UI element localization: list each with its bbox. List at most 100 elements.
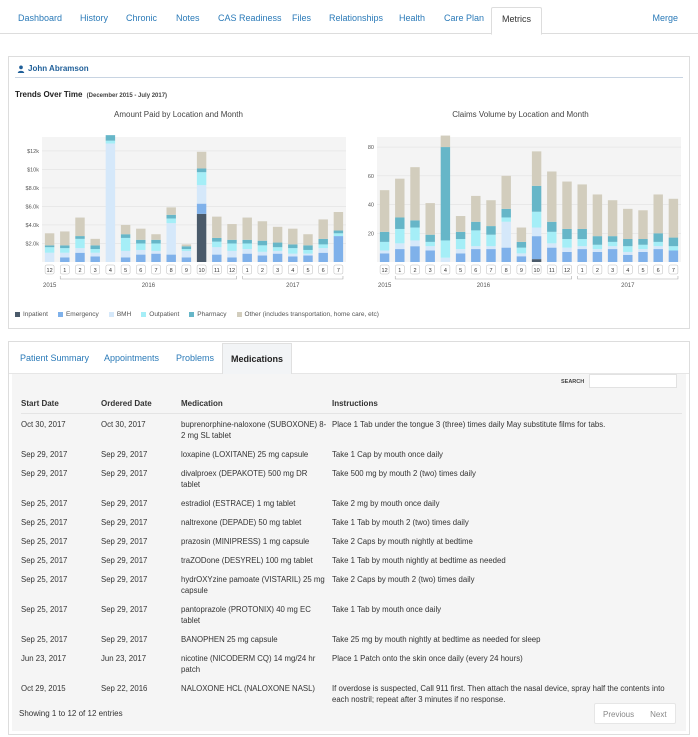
bar-segment[interactable] xyxy=(60,252,70,258)
bar-segment[interactable] xyxy=(425,234,435,242)
bar-segment[interactable] xyxy=(242,253,252,262)
bar-segment[interactable] xyxy=(44,252,55,262)
bar-segment[interactable] xyxy=(562,228,572,240)
bar-segment[interactable] xyxy=(668,237,679,247)
bar-segment[interactable] xyxy=(395,178,405,218)
bar-segment[interactable] xyxy=(501,175,511,209)
bar-segment[interactable] xyxy=(638,239,648,245)
bar-segment[interactable] xyxy=(410,220,420,228)
bar-segment[interactable] xyxy=(547,243,557,248)
bar-segment[interactable] xyxy=(607,200,618,237)
tab-history[interactable]: History xyxy=(80,13,109,23)
bar-segment[interactable] xyxy=(486,246,496,250)
bar-segment[interactable] xyxy=(303,249,313,254)
bar-segment[interactable] xyxy=(410,246,420,262)
bar-segment[interactable] xyxy=(288,228,298,245)
bar-segment[interactable] xyxy=(196,203,207,214)
bar-segment[interactable] xyxy=(531,185,542,212)
bar-segment[interactable] xyxy=(151,239,161,244)
bar-segment[interactable] xyxy=(607,236,618,242)
bar-segment[interactable] xyxy=(257,245,268,252)
bar-segment[interactable] xyxy=(181,244,192,247)
bar-segment[interactable] xyxy=(120,257,131,262)
bar-segment[interactable] xyxy=(257,221,268,241)
bar-segment[interactable] xyxy=(395,243,405,250)
tab-health[interactable]: Health xyxy=(399,13,426,23)
bar-segment[interactable] xyxy=(516,247,527,254)
bar-segment[interactable] xyxy=(592,244,603,250)
bar-segment[interactable] xyxy=(425,203,435,235)
bar-segment[interactable] xyxy=(668,250,679,262)
bar-segment[interactable] xyxy=(303,245,313,250)
bar-segment[interactable] xyxy=(471,195,481,222)
bar-segment[interactable] xyxy=(90,238,100,246)
bar-segment[interactable] xyxy=(212,247,222,255)
bar-segment[interactable] xyxy=(288,253,298,257)
bar-segment[interactable] xyxy=(531,259,542,262)
bar-segment[interactable] xyxy=(257,255,268,262)
bar-segment[interactable] xyxy=(136,228,146,240)
next-button[interactable]: Next xyxy=(650,710,667,719)
bar-segment[interactable] xyxy=(257,251,268,256)
bar-segment[interactable] xyxy=(577,184,587,229)
bar-segment[interactable] xyxy=(303,253,313,256)
legend-item[interactable]: Other (includes transportation, home car… xyxy=(236,311,379,318)
bar-segment[interactable] xyxy=(75,238,85,249)
bar-segment[interactable] xyxy=(440,240,451,258)
bar-segment[interactable] xyxy=(592,251,603,262)
bar-segment[interactable] xyxy=(379,241,390,251)
bar-segment[interactable] xyxy=(333,230,344,234)
bar-segment[interactable] xyxy=(668,246,679,251)
bar-segment[interactable] xyxy=(455,216,466,232)
bar-segment[interactable] xyxy=(120,250,131,258)
bar-segment[interactable] xyxy=(196,151,207,169)
bar-segment[interactable] xyxy=(577,228,587,240)
bar-segment[interactable] xyxy=(668,198,679,238)
bar-segment[interactable] xyxy=(318,252,328,262)
bar-segment[interactable] xyxy=(379,231,390,242)
bar-segment[interactable] xyxy=(471,249,481,262)
bar-segment[interactable] xyxy=(60,245,70,249)
bar-segment[interactable] xyxy=(181,249,192,251)
bar-segment[interactable] xyxy=(440,257,451,262)
col-medication[interactable]: Medication xyxy=(181,395,332,414)
bar-segment[interactable] xyxy=(425,241,435,247)
bar-segment[interactable] xyxy=(547,171,557,222)
bar-segment[interactable] xyxy=(653,194,663,234)
bar-segment[interactable] xyxy=(44,233,55,246)
bar-segment[interactable] xyxy=(577,249,587,262)
bar-segment[interactable] xyxy=(242,243,252,250)
bar-segment[interactable] xyxy=(455,249,466,254)
bar-segment[interactable] xyxy=(136,239,146,244)
bar-segment[interactable] xyxy=(75,236,85,239)
col-instructions[interactable]: Instructions xyxy=(332,395,682,414)
bar-segment[interactable] xyxy=(288,244,298,249)
bar-segment[interactable] xyxy=(166,254,176,262)
bar-segment[interactable] xyxy=(242,249,252,254)
bar-segment[interactable] xyxy=(471,230,481,247)
bar-segment[interactable] xyxy=(501,208,511,218)
bar-segment[interactable] xyxy=(531,227,542,237)
bar-segment[interactable] xyxy=(90,252,100,257)
bar-segment[interactable] xyxy=(531,211,542,228)
bar-segment[interactable] xyxy=(181,257,192,262)
bar-segment[interactable] xyxy=(303,234,313,246)
tab-dashboard[interactable]: Dashboard xyxy=(18,13,63,23)
bar-segment[interactable] xyxy=(75,217,85,237)
bar-segment[interactable] xyxy=(653,249,663,262)
legend-item[interactable]: Inpatient xyxy=(15,311,48,318)
bar-segment[interactable] xyxy=(242,239,252,244)
bar-segment[interactable] xyxy=(623,239,633,247)
bar-segment[interactable] xyxy=(166,207,176,215)
col-ordered-date[interactable]: Ordered Date xyxy=(101,395,181,414)
bar-segment[interactable] xyxy=(44,247,55,253)
bar-segment[interactable] xyxy=(136,249,146,255)
bar-segment[interactable] xyxy=(318,248,328,253)
bar-segment[interactable] xyxy=(516,241,527,248)
bar-segment[interactable] xyxy=(272,226,283,243)
bar-segment[interactable] xyxy=(440,147,451,241)
legend-item[interactable]: Outpatient xyxy=(141,311,179,318)
tab-problems[interactable]: Problems xyxy=(176,353,215,363)
bar-segment[interactable] xyxy=(212,241,222,248)
bar-segment[interactable] xyxy=(379,190,390,232)
